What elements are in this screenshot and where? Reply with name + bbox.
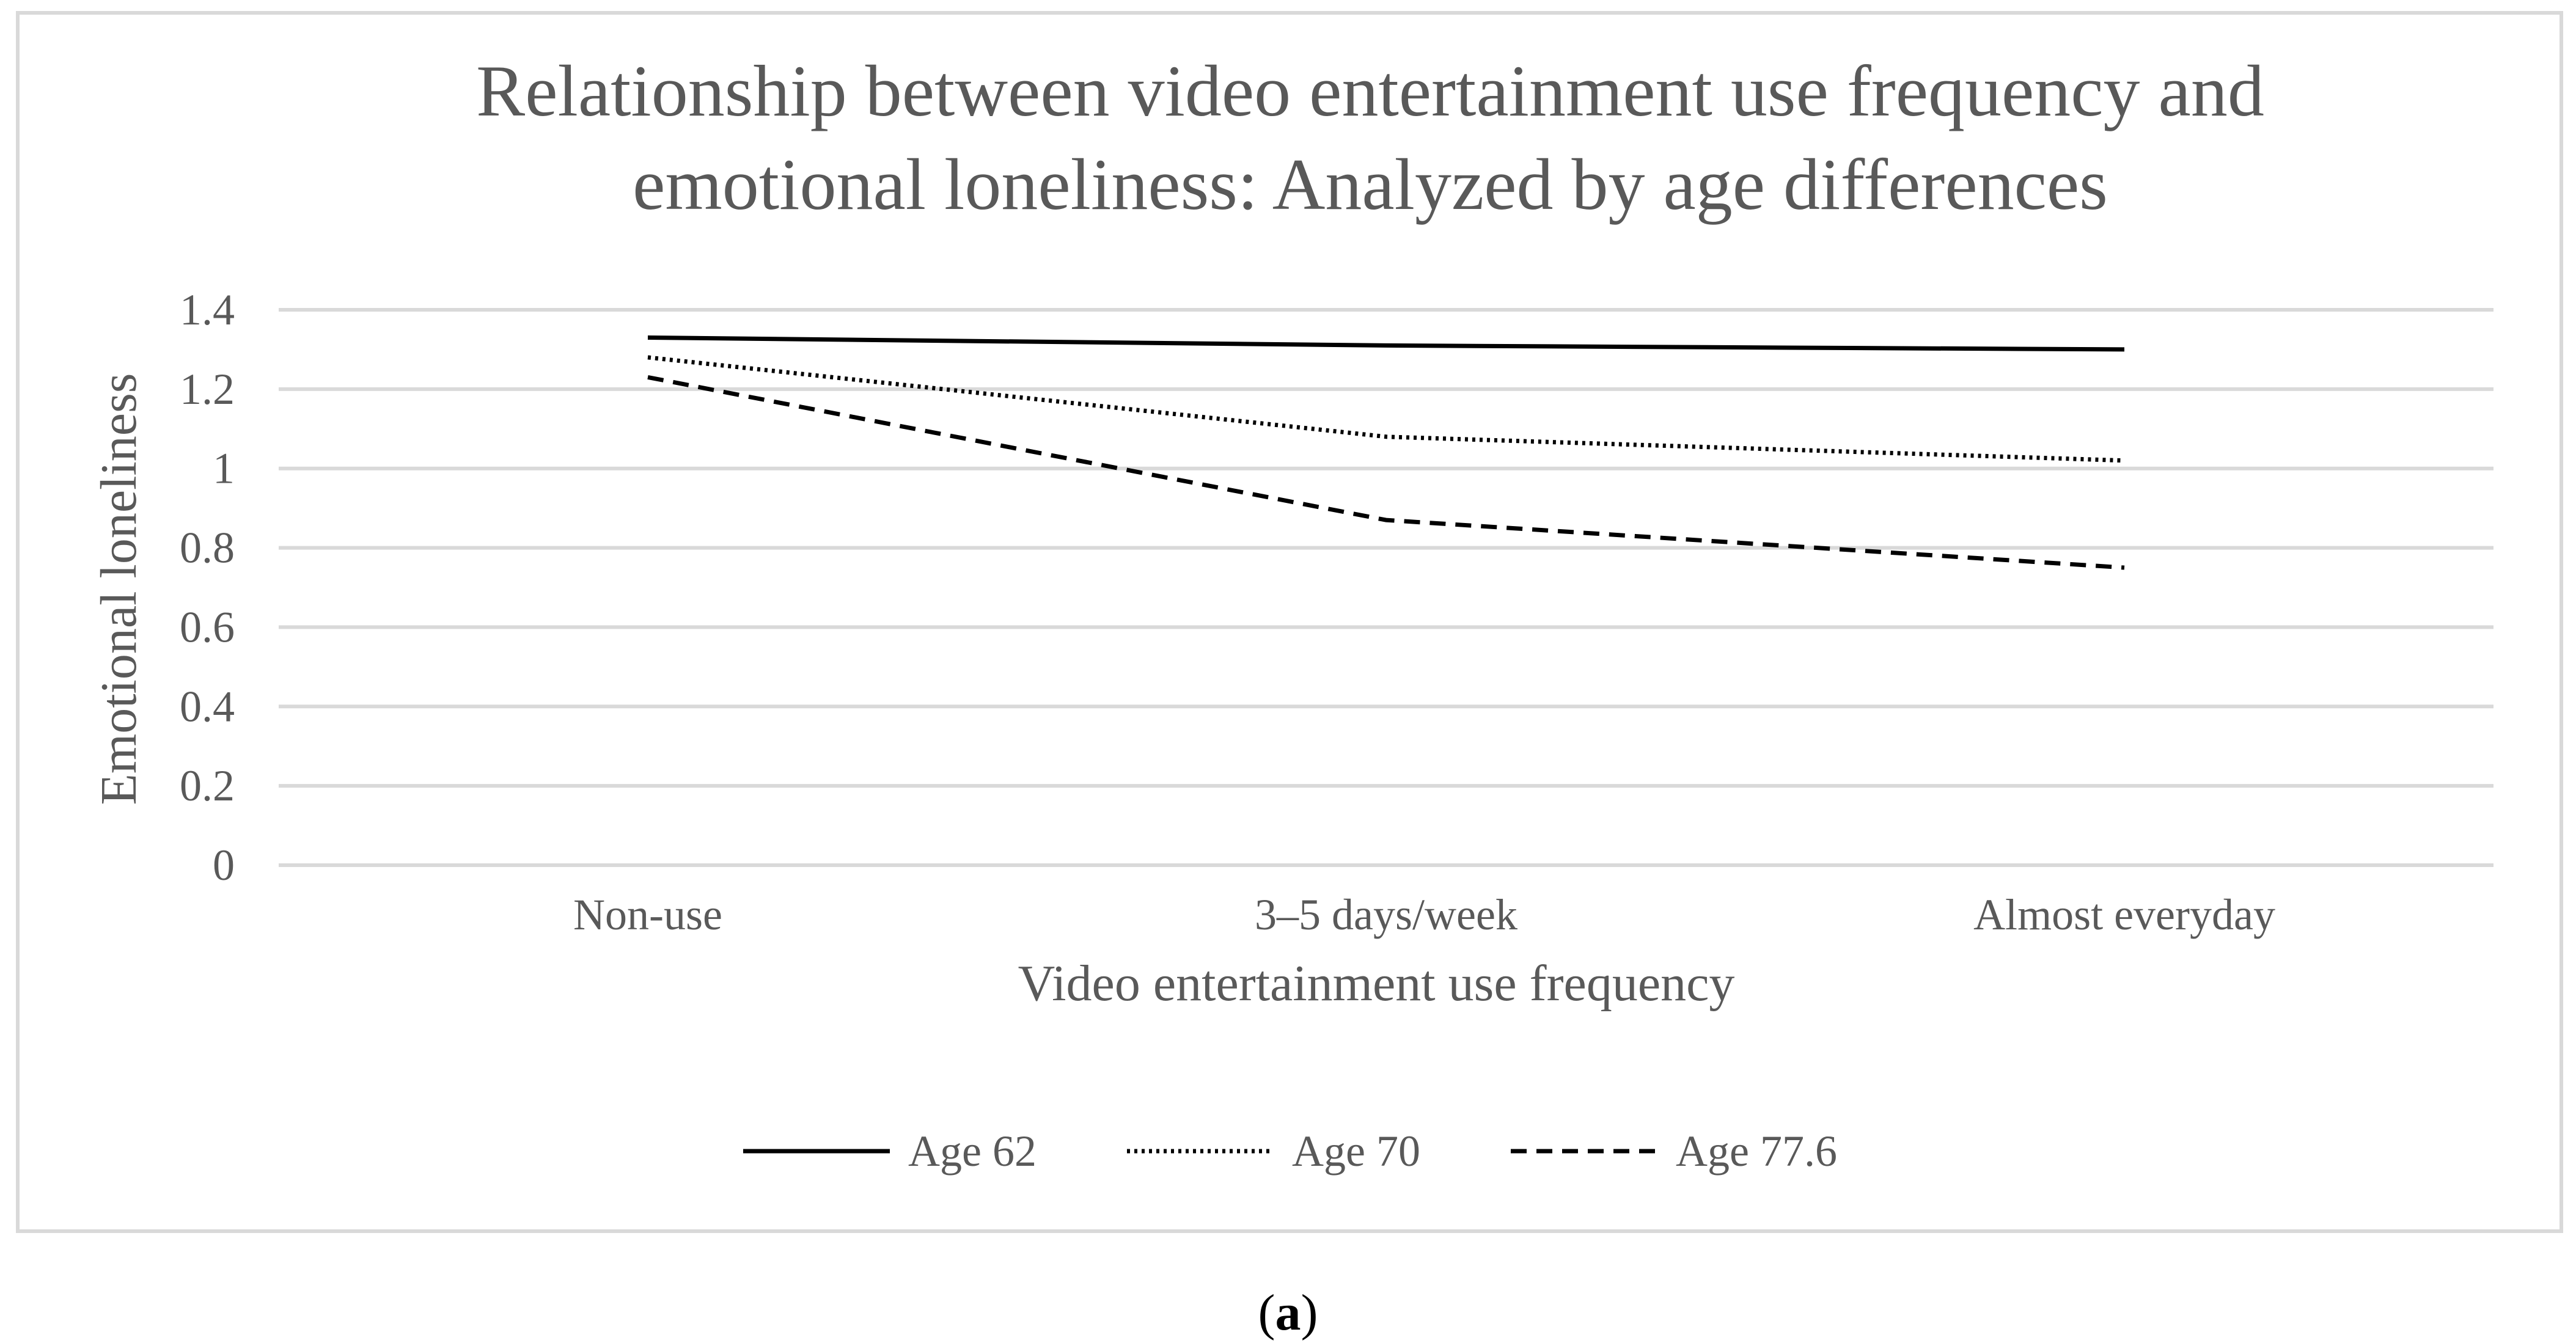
chart-title: Relationship between video entertainment…	[476, 50, 2264, 225]
x-tick-labels: Non-use 3–5 days/week Almost everyday	[573, 890, 2275, 939]
y-tick-label: 0.6	[180, 602, 235, 651]
line-chart: Relationship between video entertainment…	[90, 50, 2493, 1176]
caption-letter: a	[1275, 1284, 1301, 1341]
x-tick-label: Almost everyday	[1973, 890, 2275, 939]
y-tick-label: 1	[213, 444, 235, 493]
legend-label-3: Age 77.6	[1676, 1127, 1837, 1176]
chart-title-line-2: emotional loneliness: Analyzed by age di…	[633, 144, 2108, 225]
figure-caption: (a)	[0, 1283, 2576, 1342]
series-lines	[647, 335, 2125, 570]
x-tick-label: Non-use	[573, 890, 722, 939]
chart-title-line-1: Relationship between video entertainment…	[476, 50, 2264, 131]
y-axis-title: Emotional loneliness	[90, 373, 147, 805]
legend-label-1: Age 62	[908, 1127, 1037, 1176]
y-tick-label: 0	[213, 841, 235, 890]
y-tick-labels: 0 0.2 0.4 0.6 0.8 1 1.2 1.4	[180, 285, 235, 890]
y-tick-label: 0.4	[180, 682, 235, 731]
series-line-3	[647, 375, 2125, 570]
legend-label-2: Age 70	[1292, 1127, 1420, 1176]
x-axis-title: Video entertainment use frequency	[1018, 955, 1735, 1012]
y-tick-label: 1.4	[180, 285, 235, 334]
caption-open-paren: (	[1258, 1284, 1275, 1341]
caption-close-paren: )	[1301, 1284, 1318, 1341]
y-tick-label: 1.2	[180, 365, 235, 414]
x-tick-label: 3–5 days/week	[1255, 890, 1517, 939]
y-tick-label: 0.8	[180, 524, 235, 573]
gridlines	[279, 308, 2493, 867]
series-line-2	[647, 355, 2125, 463]
y-tick-label: 0.2	[180, 761, 235, 810]
chart-frame: Relationship between video entertainment…	[16, 11, 2563, 1233]
legend: Age 62 Age 70 Age 77.6	[743, 1127, 1837, 1176]
series-line-1	[647, 335, 2125, 352]
